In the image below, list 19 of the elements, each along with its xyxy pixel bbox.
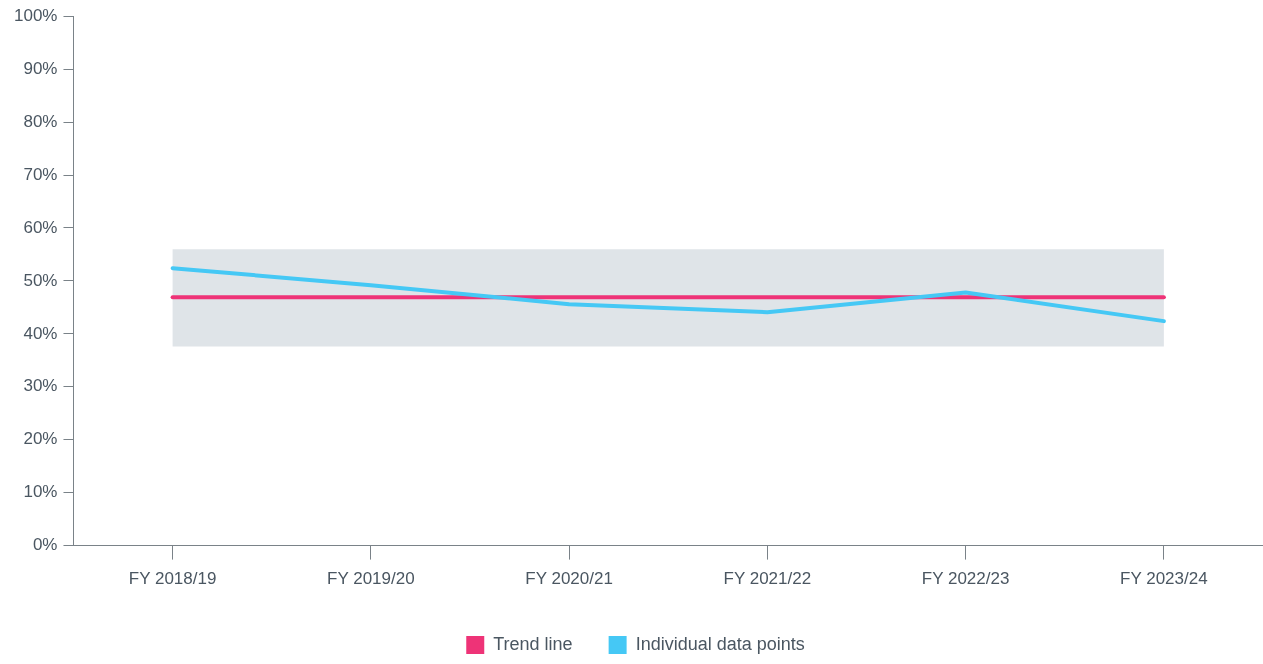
y-tick-label: 0% bbox=[32, 535, 58, 555]
y-tick-label: 50% bbox=[23, 270, 58, 290]
x-tick-label: FY 2021/22 bbox=[723, 569, 812, 589]
y-tick-label: 40% bbox=[23, 323, 58, 343]
legend-label: Trend line bbox=[493, 633, 573, 654]
y-tick-label: 30% bbox=[23, 376, 58, 396]
x-tick-label: FY 2020/21 bbox=[525, 569, 613, 589]
x-tick-label: FY 2022/23 bbox=[921, 569, 1010, 589]
x-tick-label: FY 2019/20 bbox=[327, 569, 415, 589]
y-tick-label: 20% bbox=[23, 429, 58, 449]
y-tick-label: 100% bbox=[14, 5, 58, 25]
x-tick-label: FY 2018/19 bbox=[128, 569, 217, 589]
y-tick-label: 70% bbox=[23, 164, 58, 184]
legend-label: Individual data points bbox=[635, 633, 805, 654]
y-tick-label: 80% bbox=[23, 111, 58, 131]
y-tick-label: 60% bbox=[23, 217, 58, 237]
y-tick-label: 90% bbox=[23, 58, 58, 78]
x-tick-label: FY 2023/24 bbox=[1120, 569, 1208, 589]
y-tick-label: 10% bbox=[23, 482, 58, 502]
